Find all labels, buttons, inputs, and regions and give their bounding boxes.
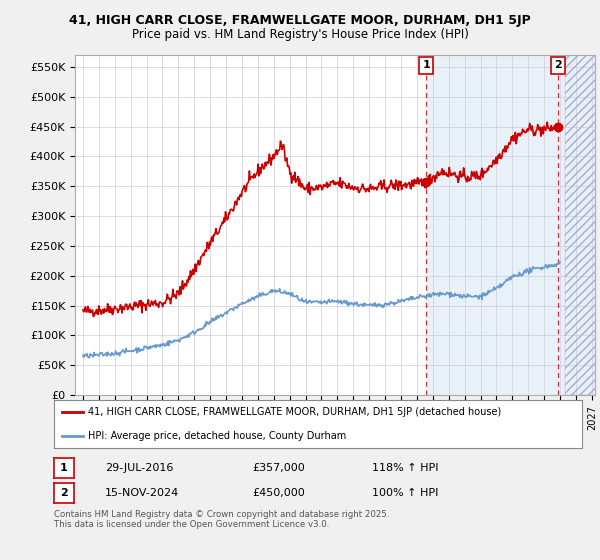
Bar — [565, 55, 596, 395]
Text: 2: 2 — [60, 488, 68, 498]
Text: Contains HM Land Registry data © Crown copyright and database right 2025.
This d: Contains HM Land Registry data © Crown c… — [54, 510, 389, 529]
Text: 29-JUL-2016: 29-JUL-2016 — [105, 463, 173, 473]
Text: 1: 1 — [422, 60, 430, 70]
Text: 41, HIGH CARR CLOSE, FRAMWELLGATE MOOR, DURHAM, DH1 5JP (detached house): 41, HIGH CARR CLOSE, FRAMWELLGATE MOOR, … — [88, 407, 502, 417]
Text: £357,000: £357,000 — [252, 463, 305, 473]
Bar — [426, 55, 565, 395]
Text: 1: 1 — [60, 463, 68, 473]
Text: 118% ↑ HPI: 118% ↑ HPI — [372, 463, 439, 473]
Text: 2: 2 — [554, 60, 562, 70]
Text: £450,000: £450,000 — [252, 488, 305, 498]
Text: 100% ↑ HPI: 100% ↑ HPI — [372, 488, 439, 498]
Text: 15-NOV-2024: 15-NOV-2024 — [105, 488, 179, 498]
Text: 41, HIGH CARR CLOSE, FRAMWELLGATE MOOR, DURHAM, DH1 5JP: 41, HIGH CARR CLOSE, FRAMWELLGATE MOOR, … — [69, 14, 531, 27]
Text: Price paid vs. HM Land Registry's House Price Index (HPI): Price paid vs. HM Land Registry's House … — [131, 28, 469, 41]
Text: HPI: Average price, detached house, County Durham: HPI: Average price, detached house, Coun… — [88, 431, 347, 441]
Bar — [565, 55, 596, 395]
